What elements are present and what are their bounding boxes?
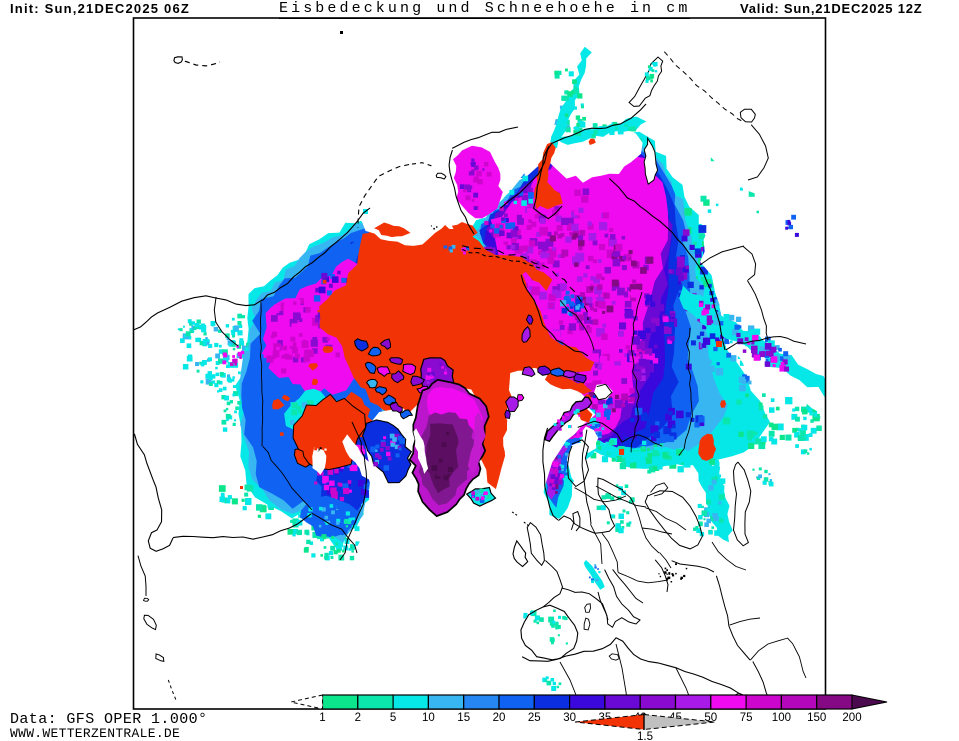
svg-text:150: 150 bbox=[807, 712, 826, 724]
svg-text:20: 20 bbox=[493, 712, 506, 724]
svg-text:1: 1 bbox=[319, 712, 325, 724]
svg-text:100: 100 bbox=[772, 712, 791, 724]
svg-text:50: 50 bbox=[704, 712, 717, 724]
svg-text:30: 30 bbox=[563, 712, 576, 724]
svg-text:10: 10 bbox=[422, 712, 435, 724]
svg-text:5: 5 bbox=[390, 712, 396, 724]
svg-text:1.5: 1.5 bbox=[637, 731, 653, 741]
svg-text:75: 75 bbox=[740, 712, 753, 724]
svg-text:200: 200 bbox=[842, 712, 861, 724]
svg-text:25: 25 bbox=[528, 712, 541, 724]
svg-text:15: 15 bbox=[457, 712, 470, 724]
svg-text:2: 2 bbox=[355, 712, 361, 724]
